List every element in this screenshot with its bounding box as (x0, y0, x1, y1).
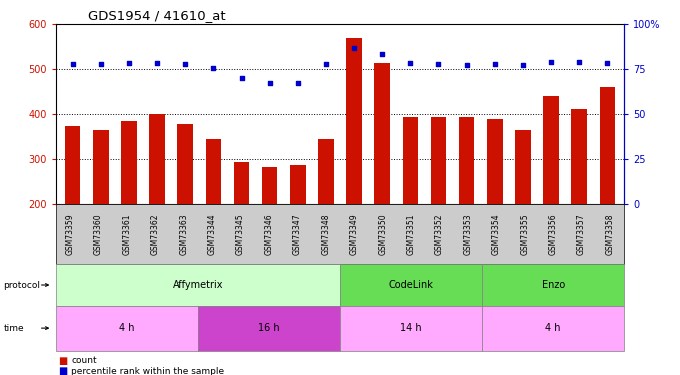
Bar (487, 119, 503, 294)
Text: GSM73345: GSM73345 (236, 214, 245, 255)
Point (574, 59, 585, 65)
Bar (177, 124, 193, 294)
Bar (571, 108, 587, 294)
Text: GSM73358: GSM73358 (605, 214, 615, 255)
Point (349, 45, 360, 51)
Text: Enzo: Enzo (541, 280, 565, 290)
Text: GSM73354: GSM73354 (492, 214, 501, 255)
Text: GSM73351: GSM73351 (407, 214, 415, 255)
Text: ■: ■ (58, 356, 67, 366)
Bar (205, 139, 221, 294)
Text: GSM73348: GSM73348 (321, 214, 330, 255)
Point (545, 59, 556, 65)
Text: CodeLink: CodeLink (389, 280, 433, 290)
Point (405, 60, 415, 66)
Point (433, 61, 444, 67)
Bar (459, 117, 475, 294)
Text: GSM73344: GSM73344 (207, 214, 217, 255)
Text: GSM73349: GSM73349 (350, 214, 359, 255)
Text: GSM73347: GSM73347 (293, 214, 302, 255)
Text: GSM73363: GSM73363 (179, 214, 188, 255)
Point (377, 51, 388, 57)
Bar (262, 168, 277, 294)
Text: 4 h: 4 h (545, 323, 561, 333)
Point (67, 61, 78, 67)
Text: GDS1954 / 41610_at: GDS1954 / 41610_at (88, 9, 226, 22)
Bar (375, 63, 390, 294)
Text: GSM73361: GSM73361 (122, 214, 131, 255)
Text: GSM73352: GSM73352 (435, 214, 444, 255)
Point (208, 66, 219, 72)
Text: protocol: protocol (3, 280, 40, 290)
Bar (121, 121, 137, 294)
Text: GSM73360: GSM73360 (94, 214, 103, 255)
Point (517, 62, 528, 68)
Text: count: count (71, 356, 97, 365)
Text: GSM73355: GSM73355 (520, 214, 529, 255)
Bar (543, 96, 559, 294)
Text: Affymetrix: Affymetrix (173, 280, 223, 290)
Text: time: time (3, 324, 24, 333)
Bar (346, 38, 362, 294)
Bar (318, 139, 334, 294)
Text: 4 h: 4 h (119, 323, 135, 333)
Bar (600, 87, 615, 294)
Point (490, 62, 500, 68)
Point (95, 62, 106, 68)
Bar (430, 117, 446, 294)
Text: GSM73359: GSM73359 (65, 214, 75, 255)
Text: percentile rank within the sample: percentile rank within the sample (71, 367, 224, 375)
Point (602, 60, 613, 66)
Bar (150, 114, 165, 294)
Text: GSM73362: GSM73362 (151, 214, 160, 255)
Bar (403, 117, 418, 294)
Text: GSM73357: GSM73357 (577, 214, 586, 255)
Point (320, 62, 331, 68)
Text: GSM73353: GSM73353 (463, 214, 473, 255)
Bar (290, 165, 305, 294)
Point (461, 62, 472, 68)
Point (124, 60, 135, 66)
Text: GSM73350: GSM73350 (378, 214, 387, 255)
Text: ■: ■ (58, 366, 67, 375)
Point (180, 62, 190, 68)
Point (265, 80, 275, 86)
Text: GSM73346: GSM73346 (265, 214, 273, 255)
Bar (234, 162, 250, 294)
Point (236, 75, 247, 81)
Text: GSM73356: GSM73356 (549, 214, 558, 255)
Point (152, 60, 163, 66)
Bar (65, 126, 80, 294)
Bar (93, 130, 109, 294)
Text: 14 h: 14 h (401, 323, 422, 333)
Bar (515, 130, 530, 294)
Point (292, 80, 303, 86)
Text: 16 h: 16 h (258, 323, 279, 333)
